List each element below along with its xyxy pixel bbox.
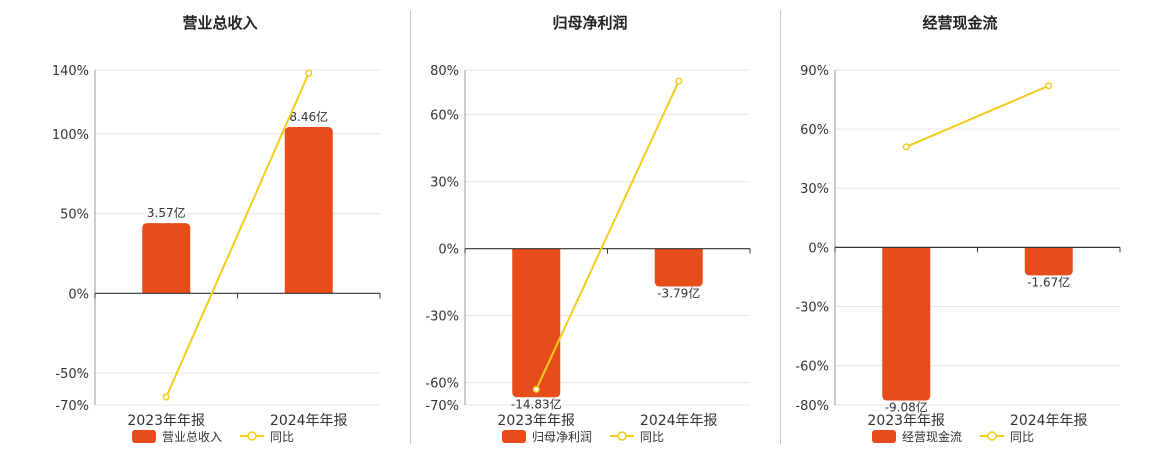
y-tick-label: -30%	[795, 300, 829, 315]
bar	[654, 248, 703, 287]
legend: 经营现金流 同比	[872, 429, 1034, 444]
bar	[882, 247, 931, 401]
legend: 营业总收入 同比	[132, 430, 294, 444]
cash-flow-chart-panel: 经营现金流 90% 60% 30% 0% -30% -60% -80% -9.08亿 -1.67亿…	[780, 0, 1140, 450]
revenue-chart-panel: 营业总收入 140% 100% 50% 0% -50% -70% 3.57亿 8.46亿 2023…	[40, 0, 400, 450]
x-category-label: 2024年年报	[1010, 413, 1088, 429]
y-tick-label: 80%	[430, 64, 459, 79]
bar-value-label: -9.08亿	[885, 399, 928, 414]
bar-value-label: -1.67亿	[1027, 274, 1070, 289]
bar-value-label: -14.83亿	[511, 396, 562, 411]
panel-divider	[780, 10, 781, 444]
legend-line-marker	[987, 431, 997, 441]
revenue-chart: 营业总收入 140% 100% 50% 0% -50% -70% 3.57亿 8.46亿 2023…	[52, 14, 381, 444]
y-tick-label: 0%	[808, 241, 829, 256]
panel-divider	[410, 10, 411, 444]
legend-line-label: 同比	[640, 430, 664, 444]
yoy-line	[535, 80, 680, 390]
legend-line-label: 同比	[270, 430, 294, 444]
x-category-label: 2024年年报	[270, 413, 348, 429]
y-tick-label: 140%	[52, 64, 89, 79]
yoy-point	[675, 77, 683, 85]
y-tick-label: 0%	[438, 243, 459, 258]
y-tick-label: -80%	[795, 399, 829, 414]
y-tick-label: 100%	[52, 128, 89, 143]
legend-line-marker	[617, 431, 627, 441]
legend-bar-swatch	[502, 430, 526, 443]
chart-title: 营业总收入	[182, 14, 257, 32]
y-tick-label: 60%	[800, 123, 829, 138]
yoy-point	[162, 393, 170, 401]
y-tick-label: 90%	[800, 64, 829, 79]
bar	[284, 127, 333, 294]
yoy-point	[902, 143, 910, 151]
yoy-point	[305, 69, 313, 77]
y-tick-label: 30%	[430, 176, 459, 191]
legend-bar-swatch	[132, 430, 156, 443]
x-category-label: 2024年年报	[640, 413, 718, 429]
y-tick-label: 60%	[430, 109, 459, 124]
y-tick-label: -50%	[55, 367, 89, 382]
bar	[1024, 247, 1073, 276]
y-tick-label: 50%	[60, 208, 89, 223]
legend-bar-label: 经营现金流	[902, 429, 962, 444]
chart-title: 经营现金流	[922, 14, 997, 32]
net-profit-chart: 归母净利润 80% 60% 30% 0% -30% -60% -70% -14.83亿 -3.79…	[425, 14, 751, 444]
y-tick-label: -70%	[425, 399, 459, 414]
bar-value-label: -3.79亿	[657, 286, 700, 301]
chart-title: 归母净利润	[552, 14, 627, 32]
yoy-point	[1045, 82, 1053, 90]
legend-bar-swatch	[872, 430, 896, 443]
y-tick-label: -60%	[795, 360, 829, 375]
bar-value-label: 8.46亿	[289, 109, 328, 124]
legend: 归母净利润 同比	[502, 430, 664, 444]
legend-line-label: 同比	[1010, 430, 1034, 444]
legend-bar-label: 归母净利润	[532, 430, 592, 444]
legend-bar-label: 营业总收入	[162, 430, 222, 444]
y-tick-label: -30%	[425, 310, 459, 325]
bar	[512, 248, 561, 398]
bar	[142, 223, 191, 294]
x-category-label: 2023年年报	[867, 413, 945, 429]
x-category-label: 2023年年报	[497, 413, 575, 429]
y-tick-label: -70%	[55, 399, 89, 414]
y-tick-label: 30%	[800, 182, 829, 197]
x-category-label: 2023年年报	[127, 413, 205, 429]
net-profit-chart-panel: 归母净利润 80% 60% 30% 0% -30% -60% -70% -14.83亿 -3.79…	[410, 0, 770, 450]
yoy-line	[905, 84, 1050, 148]
y-tick-label: -60%	[425, 377, 459, 392]
yoy-line	[165, 72, 310, 398]
yoy-point	[532, 385, 540, 393]
bar-value-label: 3.57亿	[147, 205, 186, 220]
cash-flow-chart: 经营现金流 90% 60% 30% 0% -30% -60% -80% -9.08亿 -1.67亿…	[795, 14, 1121, 444]
y-tick-label: 0%	[68, 287, 89, 302]
legend-line-marker	[247, 431, 257, 441]
